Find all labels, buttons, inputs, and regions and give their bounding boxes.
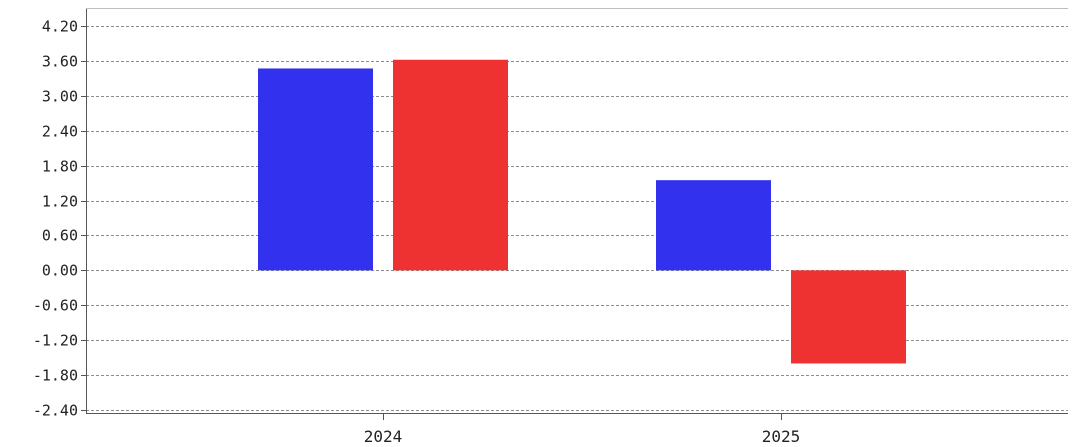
y-tick-label: 1.80 — [42, 158, 78, 176]
y-tick-label: 0.00 — [42, 262, 78, 280]
tick-labels: 4.20 3.60 3.00 2.40 1.80 1.20 0.60 0.00 -0.60 -1.… — [33, 18, 800, 447]
bar-series-1-2025 — [656, 180, 771, 271]
y-tick-label: -1.20 — [33, 332, 78, 350]
y-tick-label: 2.40 — [42, 123, 78, 141]
bar-series-2-2024 — [393, 59, 508, 271]
bar-series-1-2024 — [258, 68, 373, 271]
bars — [258, 59, 906, 364]
axes — [81, 8, 1068, 420]
x-tick-label-2024: 2024 — [364, 427, 403, 446]
y-tick-label: 4.20 — [42, 18, 78, 36]
y-tick-label: -0.60 — [33, 297, 78, 315]
bar-series-2-2025 — [791, 270, 906, 364]
y-tick-label: 1.20 — [42, 193, 78, 211]
y-tick-label: 0.60 — [42, 227, 78, 245]
y-tick-label: 3.60 — [42, 53, 78, 71]
y-tick-label: -2.40 — [33, 402, 78, 420]
y-tick-label: -1.80 — [33, 367, 78, 385]
x-tick-label-2025: 2025 — [762, 427, 801, 446]
y-tick-label: 3.00 — [42, 88, 78, 106]
grid-lines — [86, 26, 1068, 411]
